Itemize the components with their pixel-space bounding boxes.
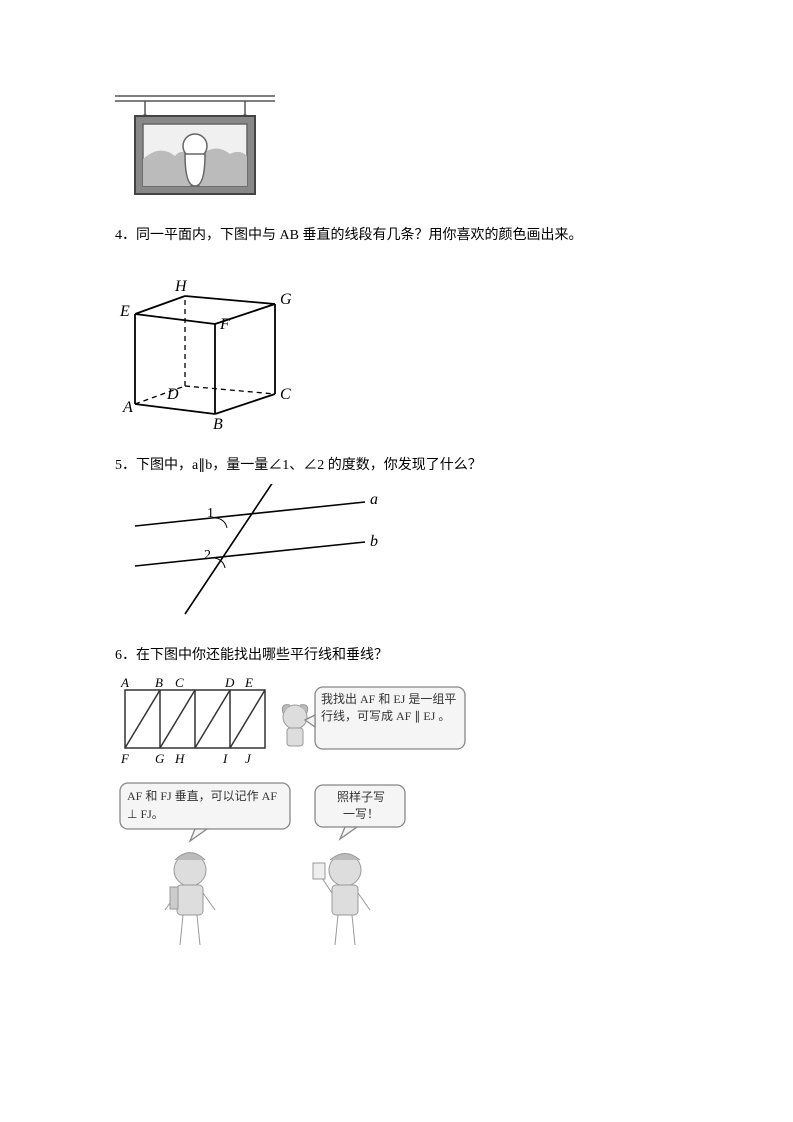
grid-label-J: J (245, 751, 252, 766)
label-B: B (213, 416, 223, 433)
grid-cartoon-figure: A B C D E F G H I J 我 (115, 675, 678, 980)
label-D: D (166, 386, 179, 403)
question-5-text: 5．下图中，a∥b，量一量∠1、∠2 的度数，你发现了什么？ (115, 453, 678, 478)
grid-label-B: B (155, 675, 163, 690)
label-E: E (119, 303, 130, 320)
girl-cartoon (282, 704, 307, 745)
boy-cartoon-right (313, 853, 370, 945)
grid-label-G: G (155, 751, 165, 766)
bubble-top-right: 我找出 AF 和 EJ 是一组平行线，可写成 AF ∥ EJ 。 (305, 687, 465, 749)
question-4-text: 4．同一平面内，下图中与 AB 垂直的线段有几条？用你喜欢的颜色画出来。 (115, 223, 678, 248)
angle-1-label: 1 (207, 506, 214, 521)
bubble-mid-left: AF 和 FJ 垂直，可以记作 AF ⊥ FJ。 (120, 783, 290, 841)
parallel-svg: 1 2 a b (115, 484, 395, 624)
bubble-mid-left-text: AF 和 FJ 垂直，可以记作 AF ⊥ FJ。 (127, 787, 285, 823)
label-A: A (122, 399, 133, 416)
bubble-top-right-text: 我找出 AF 和 EJ 是一组平行线，可写成 AF ∥ EJ 。 (321, 691, 461, 725)
parallel-lines-figure: 1 2 a b (115, 484, 678, 629)
cube-figure: A B C D E F G H (115, 254, 678, 439)
angle-2-label: 2 (204, 548, 211, 563)
grid-label-I: I (222, 751, 228, 766)
railing-svg (115, 94, 295, 204)
label-F: F (219, 316, 230, 333)
cube-svg: A B C D E F G H (115, 254, 315, 434)
railing-picture-figure (115, 94, 678, 209)
bubble-small-text: 照样子写 一写！ (321, 789, 401, 823)
grid-label-D: D (224, 675, 235, 690)
grid-label-H: H (174, 751, 185, 766)
grid-label-A: A (120, 675, 129, 690)
grid-label-E: E (244, 675, 253, 690)
label-C: C (280, 386, 291, 403)
question-6-text: 6．在下图中你还能找出哪些平行线和垂线？ (115, 643, 678, 668)
q6-svg: A B C D E F G H I J 我 (115, 675, 475, 975)
line-a-label: a (370, 491, 378, 508)
line-b-label: b (370, 533, 378, 550)
grid-label-C: C (175, 675, 184, 690)
boy-cartoon-left (165, 852, 215, 945)
label-G: G (280, 291, 292, 308)
bubble-small: 照样子写 一写！ (315, 785, 405, 839)
grid-label-F: F (120, 751, 130, 766)
label-H: H (174, 278, 188, 295)
